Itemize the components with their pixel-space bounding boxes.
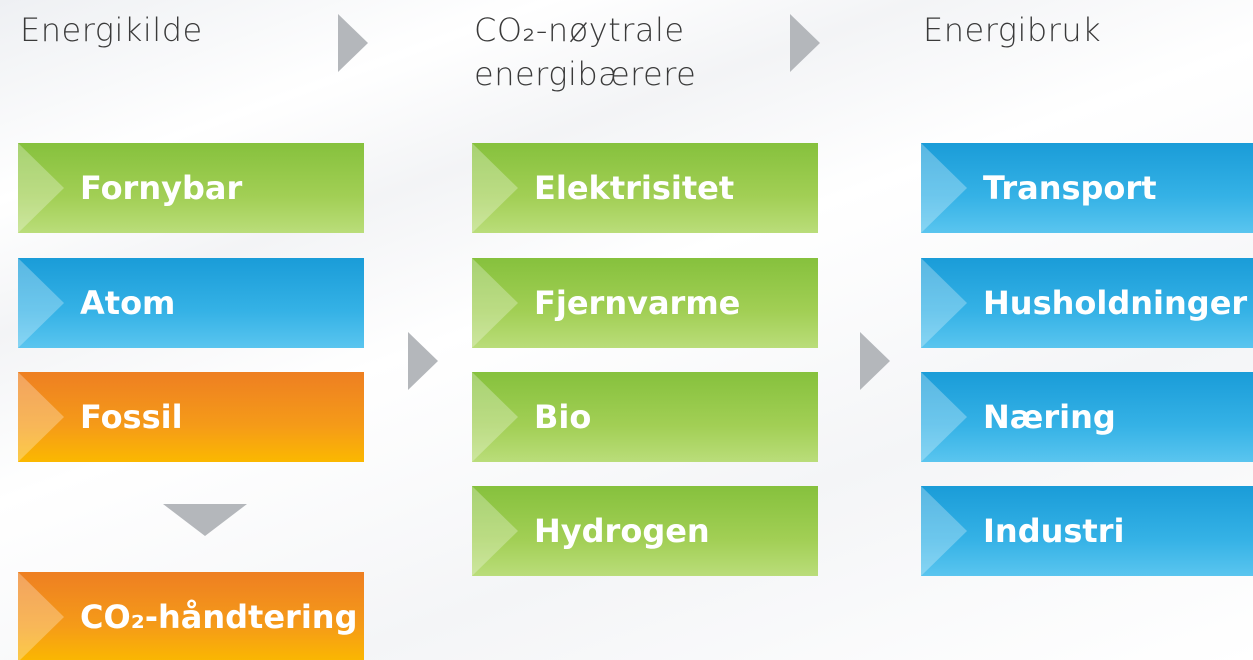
box-label: Fossil xyxy=(80,398,183,436)
energy-box: Atom xyxy=(18,258,364,348)
box-label: Fornybar xyxy=(80,169,243,207)
box-chevron xyxy=(921,143,967,233)
box-label: Bio xyxy=(534,398,592,436)
box-label: Husholdninger xyxy=(983,284,1248,322)
energy-box: Fossil xyxy=(18,372,364,462)
energy-box: CO₂-håndtering xyxy=(18,572,364,660)
box-label: Transport xyxy=(983,169,1157,207)
arrow xyxy=(408,332,438,390)
box-chevron xyxy=(921,372,967,462)
box-chevron xyxy=(472,372,518,462)
arrow xyxy=(790,14,820,72)
column-header: CO₂-nøytrale energibærere xyxy=(474,11,697,93)
box-chevron xyxy=(18,372,64,462)
box-chevron xyxy=(472,258,518,348)
energy-box: Næring xyxy=(921,372,1253,462)
energy-box: Transport xyxy=(921,143,1253,233)
box-chevron xyxy=(18,143,64,233)
box-label: Hydrogen xyxy=(534,512,710,550)
energy-box: Bio xyxy=(472,372,818,462)
energy-box: Fornybar xyxy=(18,143,364,233)
energy-box: Hydrogen xyxy=(472,486,818,576)
box-chevron xyxy=(472,143,518,233)
box-label: Industri xyxy=(983,512,1125,550)
box-chevron xyxy=(472,486,518,576)
arrow xyxy=(338,14,368,72)
box-label: Elektrisitet xyxy=(534,169,735,207)
energy-box: Industri xyxy=(921,486,1253,576)
energy-box: Husholdninger xyxy=(921,258,1253,348)
arrow-down xyxy=(163,504,247,536)
box-label: Fjernvarme xyxy=(534,284,741,322)
box-label: Atom xyxy=(80,284,176,322)
box-chevron xyxy=(921,258,967,348)
energy-box: Fjernvarme xyxy=(472,258,818,348)
column-header: Energikilde xyxy=(20,11,203,49)
box-label: CO₂-håndtering xyxy=(80,598,358,636)
box-chevron xyxy=(18,572,64,660)
box-chevron xyxy=(18,258,64,348)
arrow xyxy=(860,332,890,390)
box-label: Næring xyxy=(983,398,1116,436)
box-chevron xyxy=(921,486,967,576)
column-header: Energibruk xyxy=(923,11,1102,49)
energy-box: Elektrisitet xyxy=(472,143,818,233)
